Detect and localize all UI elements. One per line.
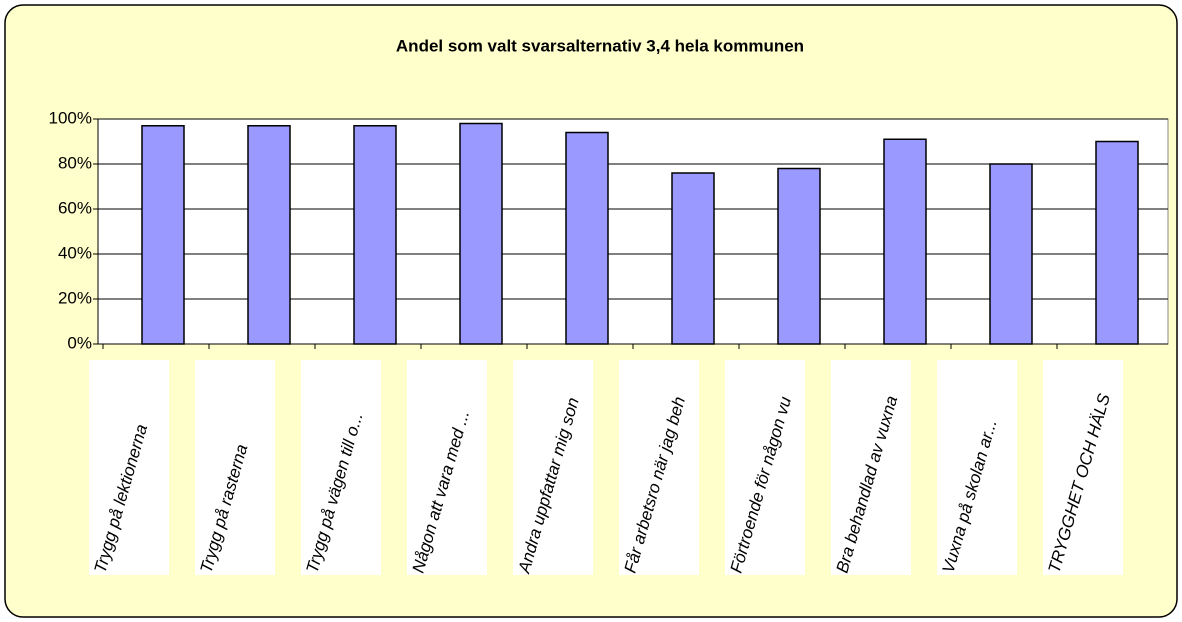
y-tick-label: 20% <box>58 288 92 307</box>
y-tick-label: 80% <box>58 153 92 172</box>
label-box <box>619 360 699 575</box>
bar <box>777 167 821 345</box>
label-box <box>301 360 381 575</box>
bar <box>565 131 609 345</box>
label-box <box>89 360 169 575</box>
y-tick-label: 60% <box>58 198 92 217</box>
label-box <box>513 360 593 575</box>
y-tick-label: 0% <box>67 333 92 352</box>
bar <box>141 125 185 345</box>
y-tick-label: 100% <box>49 108 92 127</box>
bar <box>459 122 503 345</box>
label-box <box>407 360 487 575</box>
label-box <box>937 360 1017 575</box>
label-box <box>1043 360 1123 575</box>
label-box <box>831 360 911 575</box>
y-tick-label: 40% <box>58 243 92 262</box>
label-box <box>725 360 805 575</box>
bar <box>671 172 715 345</box>
bar <box>247 125 291 345</box>
chart-title: Andel som valt svarsalternativ 3,4 hela … <box>396 36 804 55</box>
bar <box>353 125 397 345</box>
bar <box>1095 140 1139 345</box>
label-box <box>195 360 275 575</box>
bar <box>989 163 1033 345</box>
bar <box>883 138 927 345</box>
